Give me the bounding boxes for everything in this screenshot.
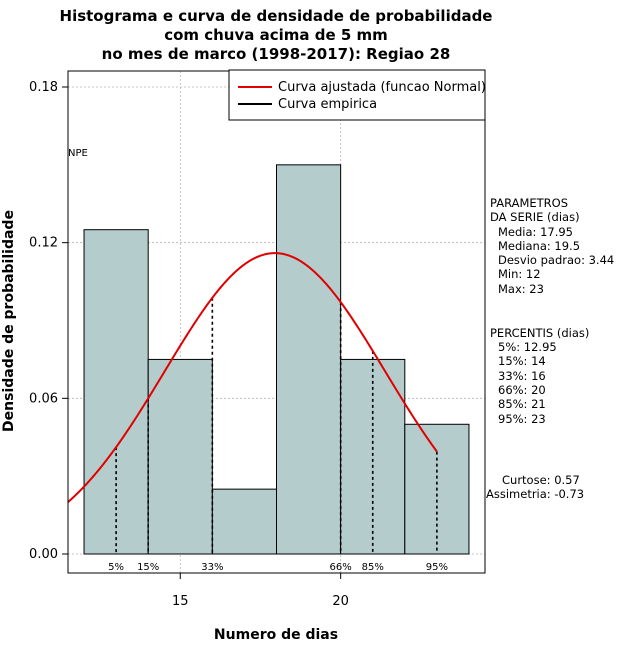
percentile-label: 5%: [108, 562, 124, 573]
chart-title-line-1: Histograma e curva de densidade de proba…: [60, 7, 493, 25]
histogram-bar: [83, 229, 149, 555]
percentile-label: 85%: [362, 562, 384, 573]
param-min: Min: 12: [498, 267, 541, 281]
pct-66: 66%: 20: [498, 383, 546, 397]
y-axis-title: Densidade de probabilidade: [1, 210, 17, 432]
pct-5: 5%: 12.95: [498, 340, 557, 354]
fitted-normal-curve: [67, 252, 438, 503]
legend-label-fitted: Curva ajustada (funcao Normal): [278, 80, 486, 95]
histogram-bars: [83, 164, 470, 555]
percentiles-panel: PERCENTIS (dias) 5%: 12.95 15%: 14 33%: …: [490, 326, 589, 426]
param-desvio: Desvio padrao: 3.44: [498, 253, 614, 267]
chart-title-line-3: no mes de marco (1998-2017): Regiao 28: [102, 45, 451, 63]
pct-85: 85%: 21: [498, 397, 546, 411]
x-axis-title: Numero de dias: [214, 627, 338, 643]
pct-title: PERCENTIS (dias): [490, 326, 589, 340]
legend-label-empirical: Curva empirica: [278, 97, 377, 112]
corner-label: NPE: [68, 148, 88, 159]
params-title-2: DA SERIE (dias): [490, 210, 580, 224]
x-axis: 15 20: [172, 573, 349, 609]
y-tick-label: 0.18: [29, 80, 58, 95]
percentile-label: 33%: [201, 562, 223, 573]
curtose-label: Curtose: 0.57: [502, 473, 580, 487]
param-mediana: Mediana: 19.5: [498, 239, 580, 253]
histogram-bar: [147, 358, 213, 555]
pct-95: 95%: 23: [498, 412, 546, 426]
y-tick-label: 0.06: [29, 391, 58, 406]
assimetria-label: Assimetria: -0.73: [486, 487, 584, 501]
param-media: Media: 17.95: [498, 225, 573, 239]
legend: Curva ajustada (funcao Normal) Curva emp…: [228, 69, 486, 121]
percentile-label: 95%: [426, 562, 448, 573]
legend-box: [228, 69, 486, 121]
y-tick-label: 0.12: [29, 236, 58, 251]
param-max: Max: 23: [498, 282, 544, 296]
percentile-lines: [115, 297, 438, 554]
params-title-1: PARAMETROS: [490, 196, 568, 210]
parameters-panel: PARAMETROS DA SERIE (dias) Media: 17.95 …: [490, 196, 614, 296]
percentile-label: 66%: [330, 562, 352, 573]
percentile-label: 15%: [137, 562, 159, 573]
fitted-curve-layer: [67, 252, 438, 503]
percentile-labels: 5% 15% 33% 66% 85% 95%: [108, 562, 448, 573]
y-axis: 0.00 0.06 0.12 0.18: [29, 80, 68, 562]
pct-33: 33%: 16: [498, 369, 546, 383]
x-tick-label: 15: [172, 594, 189, 609]
histogram-bar: [211, 488, 278, 555]
pct-15: 15%: 14: [498, 354, 546, 368]
y-tick-label: 0.00: [29, 547, 58, 562]
chart-title-line-2: com chuva acima de 5 mm: [164, 26, 388, 44]
x-tick-label: 20: [332, 594, 349, 609]
histogram-bar: [276, 164, 342, 555]
